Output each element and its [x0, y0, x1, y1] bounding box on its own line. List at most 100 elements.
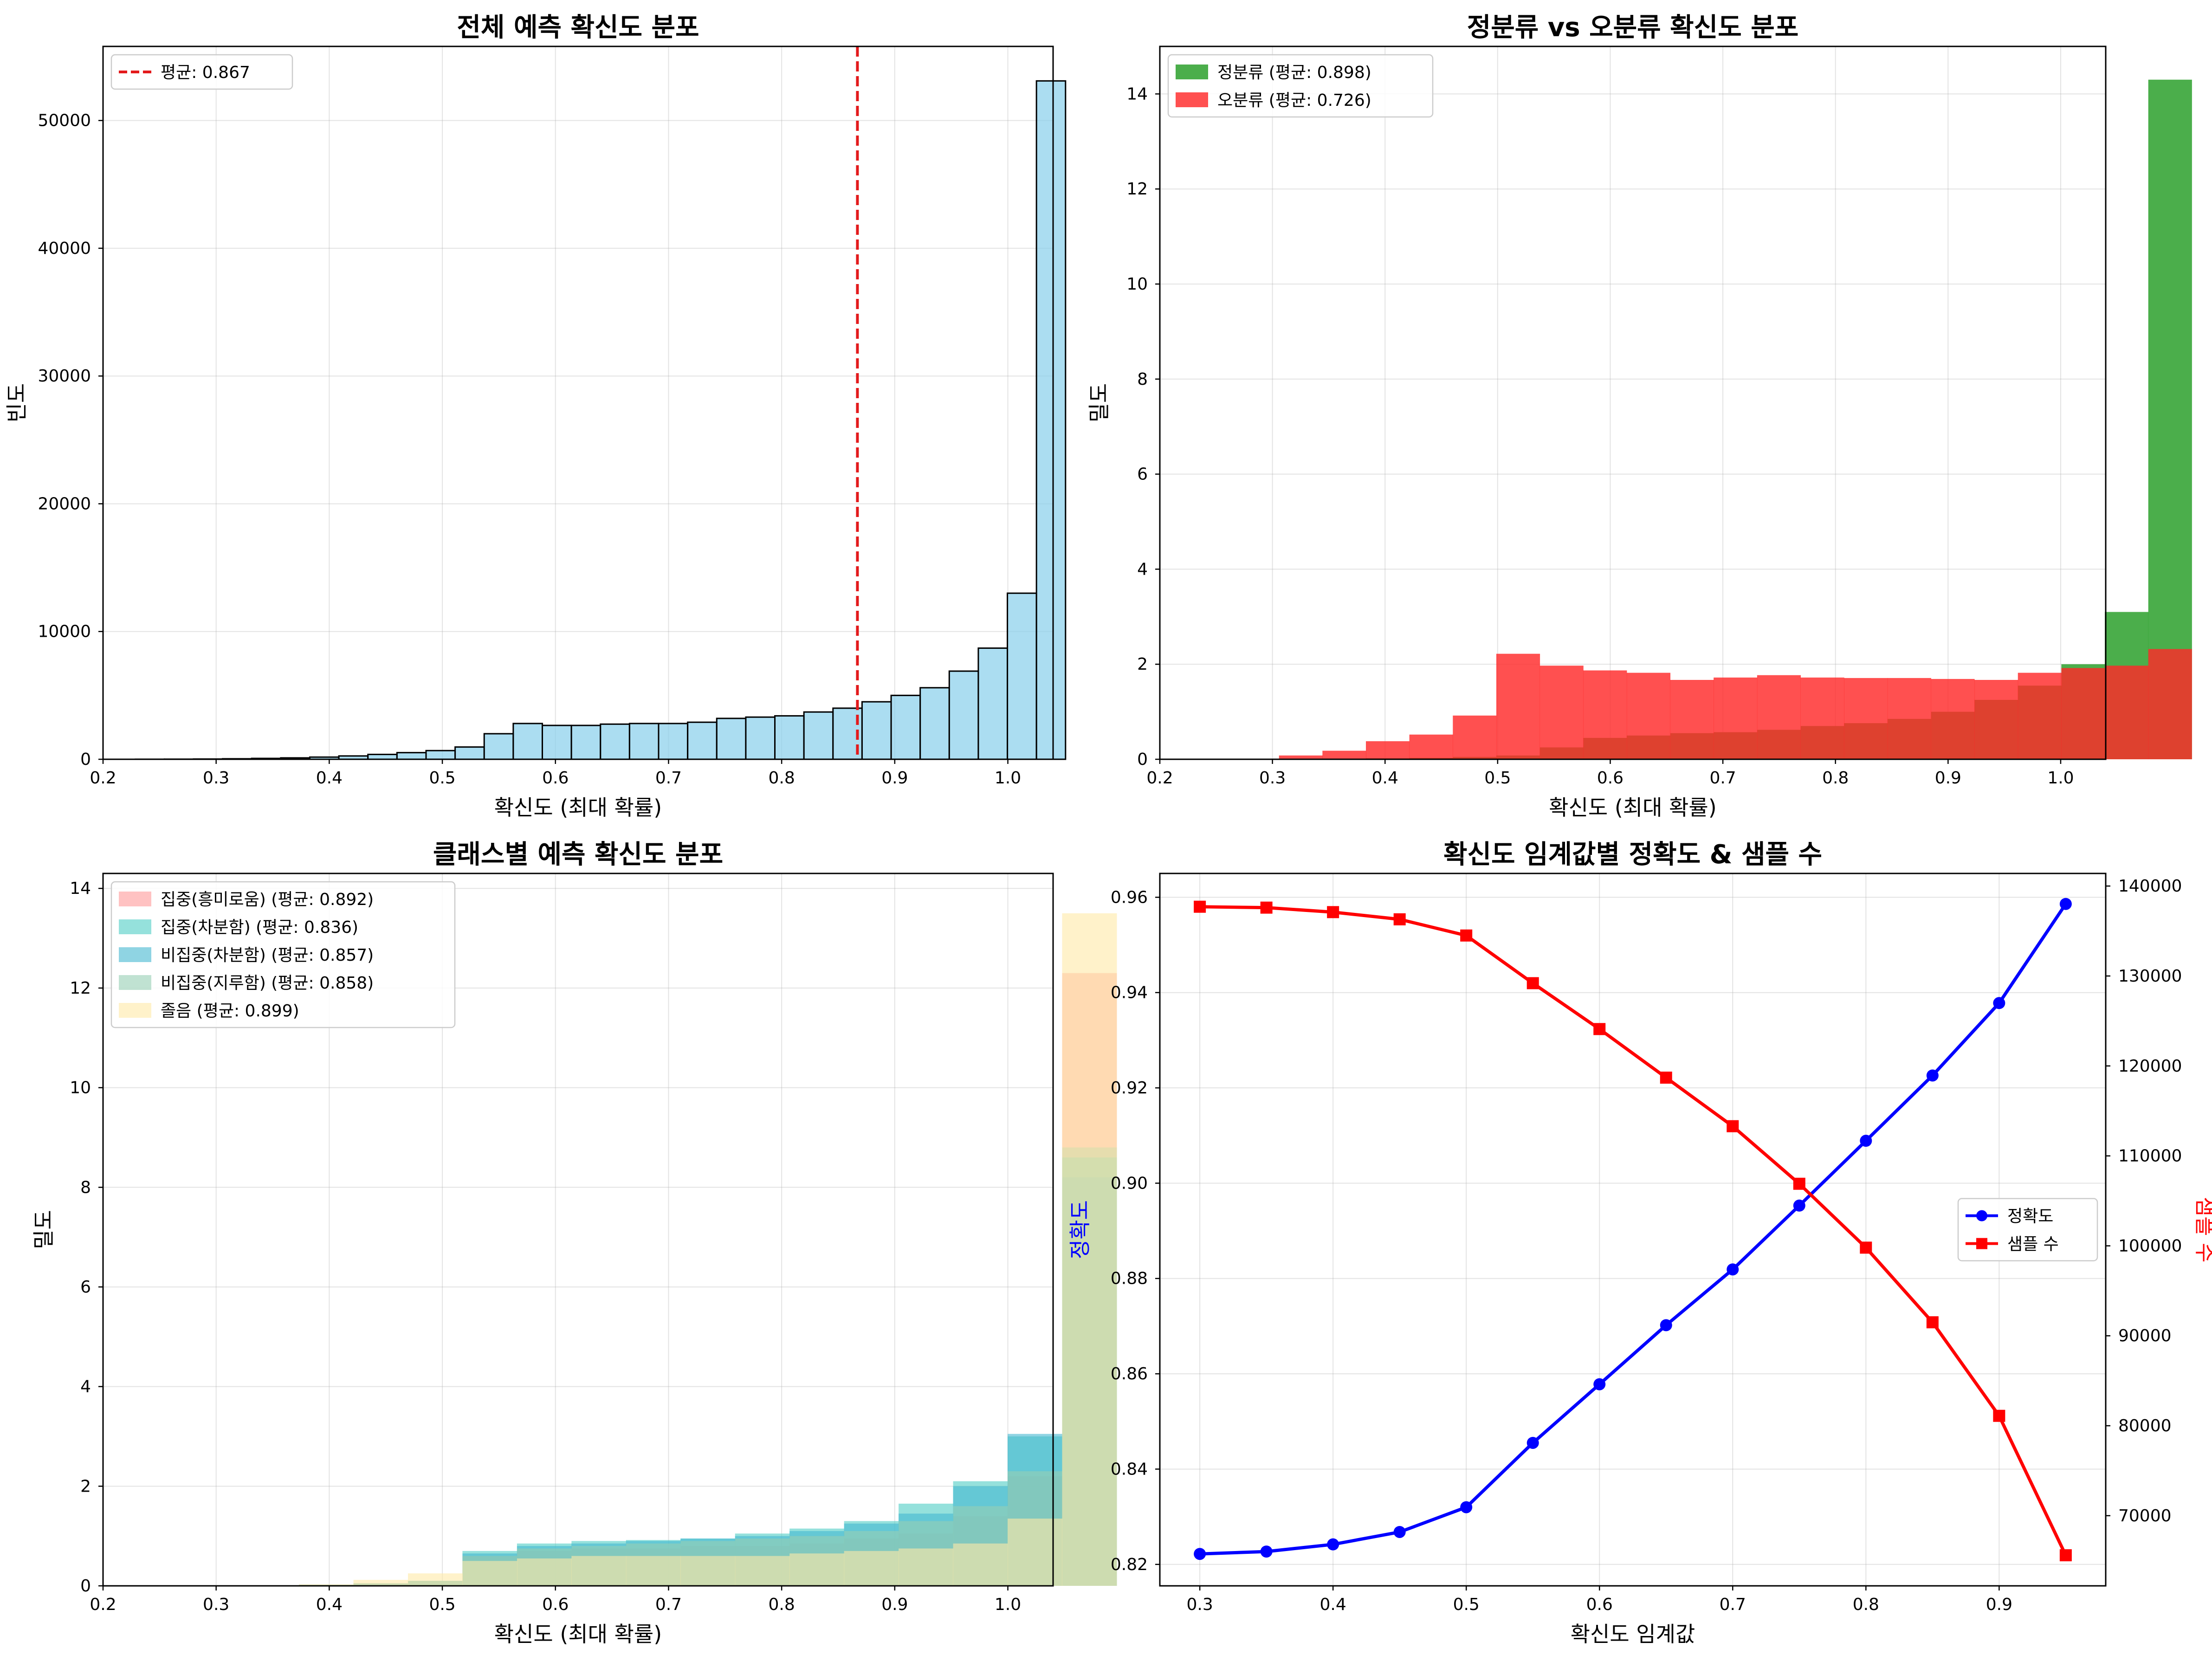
chart-p3: 0.2 0.3 0.4 0.5 0.6 0.7 0.8 0.9 1.0 0 2 4 6 8 10 12 14 클래…	[31, 840, 1117, 1647]
chart-title: 정분류 vs 오분류 확신도 분포	[1467, 13, 1799, 43]
y-tick-label: 0	[1137, 750, 1148, 769]
x-tick-label: 0.3	[1259, 769, 1286, 788]
histogram-bar	[687, 721, 718, 760]
x-tick-label: 0.6	[1586, 1595, 1613, 1614]
data-point	[1727, 1263, 1739, 1276]
histogram-bar	[517, 1558, 572, 1586]
histogram-bar	[367, 754, 398, 760]
data-point	[1593, 1378, 1606, 1390]
histogram-bar	[680, 1556, 736, 1586]
data-point	[1860, 1135, 1872, 1147]
data-point	[1460, 929, 1473, 942]
plot-frame	[102, 45, 1054, 760]
x-tick-label: 0.8	[769, 1595, 795, 1614]
histogram-bar	[1714, 677, 1758, 759]
y-tick-label: 0.86	[1111, 1364, 1148, 1383]
x-tick-label: 0.7	[1709, 769, 1736, 788]
x-tick-label: 0.3	[203, 769, 229, 788]
y-tick-label: 20000	[38, 494, 91, 513]
data-point	[1194, 900, 1206, 913]
y-axis-label: 밀도	[1087, 383, 1112, 423]
x-tick-label: 0.3	[203, 1595, 229, 1614]
legend-swatch	[1176, 92, 1208, 107]
data-point	[1860, 1241, 1872, 1254]
histogram-bar	[1844, 678, 1888, 759]
legend-label: 집중(흥미로움) (평균: 0.892)	[161, 890, 374, 909]
histogram-bar	[1409, 734, 1453, 759]
legend-swatch	[119, 1003, 151, 1018]
x-tick-label: 0.3	[1186, 1595, 1213, 1614]
x-tick-label: 0.7	[655, 1595, 682, 1614]
y-tick-label-right: 80000	[2118, 1416, 2172, 1435]
histogram-bar	[1670, 679, 1714, 759]
histogram-bar	[626, 1556, 681, 1586]
x-tick-label: 0.8	[1822, 769, 1849, 788]
data-point	[1660, 1071, 1672, 1084]
histogram-bar	[1279, 755, 1323, 759]
histogram-bar	[953, 1543, 1008, 1586]
y-axis-label-right: 샘플 수	[2193, 1197, 2212, 1263]
legend-marker	[1976, 1238, 1987, 1249]
histogram-bar	[407, 1573, 463, 1586]
data-point	[1593, 1023, 1606, 1035]
chart-title: 확신도 임계값별 정확도 & 샘플 수	[1443, 840, 1822, 870]
histogram-bar	[2148, 79, 2192, 760]
data-point	[1327, 906, 1339, 918]
x-tick-label: 0.5	[429, 1595, 455, 1614]
legend-box	[110, 54, 293, 90]
plot-frame	[1159, 873, 2107, 1587]
histogram-bar	[1496, 653, 1540, 759]
plot-frame	[102, 873, 1054, 1587]
x-tick-label: 0.7	[1720, 1595, 1746, 1614]
histogram-bar	[658, 723, 689, 760]
y-tick-label: 8	[80, 1178, 91, 1197]
histogram-bar	[1931, 679, 1975, 759]
histogram-bar	[541, 724, 572, 760]
y-tick-label-right: 130000	[2118, 967, 2182, 986]
legend-box	[1167, 54, 1434, 118]
series-line	[1200, 905, 2068, 1556]
chart-p4: 70000 80000 90000 100000 110000 120000 130000 1…	[1067, 840, 2212, 1647]
histogram-bar	[299, 1584, 354, 1586]
data-point	[1393, 913, 1406, 925]
histogram-bar	[1974, 679, 2018, 759]
x-tick-label: 0.5	[429, 769, 455, 788]
x-tick-label: 0.2	[90, 1595, 116, 1614]
legend-marker	[1976, 1210, 1987, 1222]
y-tick-label: 10	[1126, 275, 1148, 294]
y-tick-label: 6	[1137, 465, 1148, 484]
x-tick-label: 0.5	[1453, 1595, 1480, 1614]
histogram-bar	[2105, 666, 2149, 759]
y-tick-label: 12	[1126, 180, 1148, 199]
x-tick-label: 0.4	[1320, 1595, 1346, 1614]
histogram-bar	[512, 723, 543, 760]
histogram-bar	[919, 687, 950, 760]
y-tick-label: 0.82	[1111, 1555, 1148, 1574]
histogram-bar	[454, 746, 485, 760]
legend-swatch	[119, 892, 151, 906]
histogram-bar	[1539, 666, 1584, 759]
histogram-bar	[1322, 750, 1366, 759]
y-tick-label: 0.84	[1111, 1460, 1148, 1479]
x-tick-label: 0.2	[90, 769, 116, 788]
legend-label: 집중(차분함) (평균: 0.836)	[161, 918, 358, 937]
data-point	[2059, 1549, 2072, 1562]
y-tick-label: 10000	[38, 622, 91, 641]
y-axis-label: 정확도	[1067, 1200, 1093, 1259]
legend-label: 정확도	[2007, 1207, 2053, 1226]
x-tick-label: 0.5	[1484, 769, 1511, 788]
legend-swatch	[119, 919, 151, 934]
x-tick-label: 0.6	[542, 1595, 569, 1614]
y-tick-label-right: 120000	[2118, 1057, 2182, 1076]
histogram-bar	[716, 718, 747, 760]
x-tick-label: 1.0	[2047, 769, 2074, 788]
y-tick-label-right: 100000	[2118, 1236, 2182, 1255]
x-tick-label: 0.4	[1372, 769, 1398, 788]
histogram-bar	[774, 715, 805, 760]
y-tick-label: 0	[80, 1577, 91, 1596]
histogram-bar	[600, 723, 630, 760]
data-point	[1526, 1436, 1539, 1449]
histogram-bar	[1062, 913, 1117, 1586]
legend-label: 정분류 (평균: 0.898)	[1217, 63, 1371, 82]
